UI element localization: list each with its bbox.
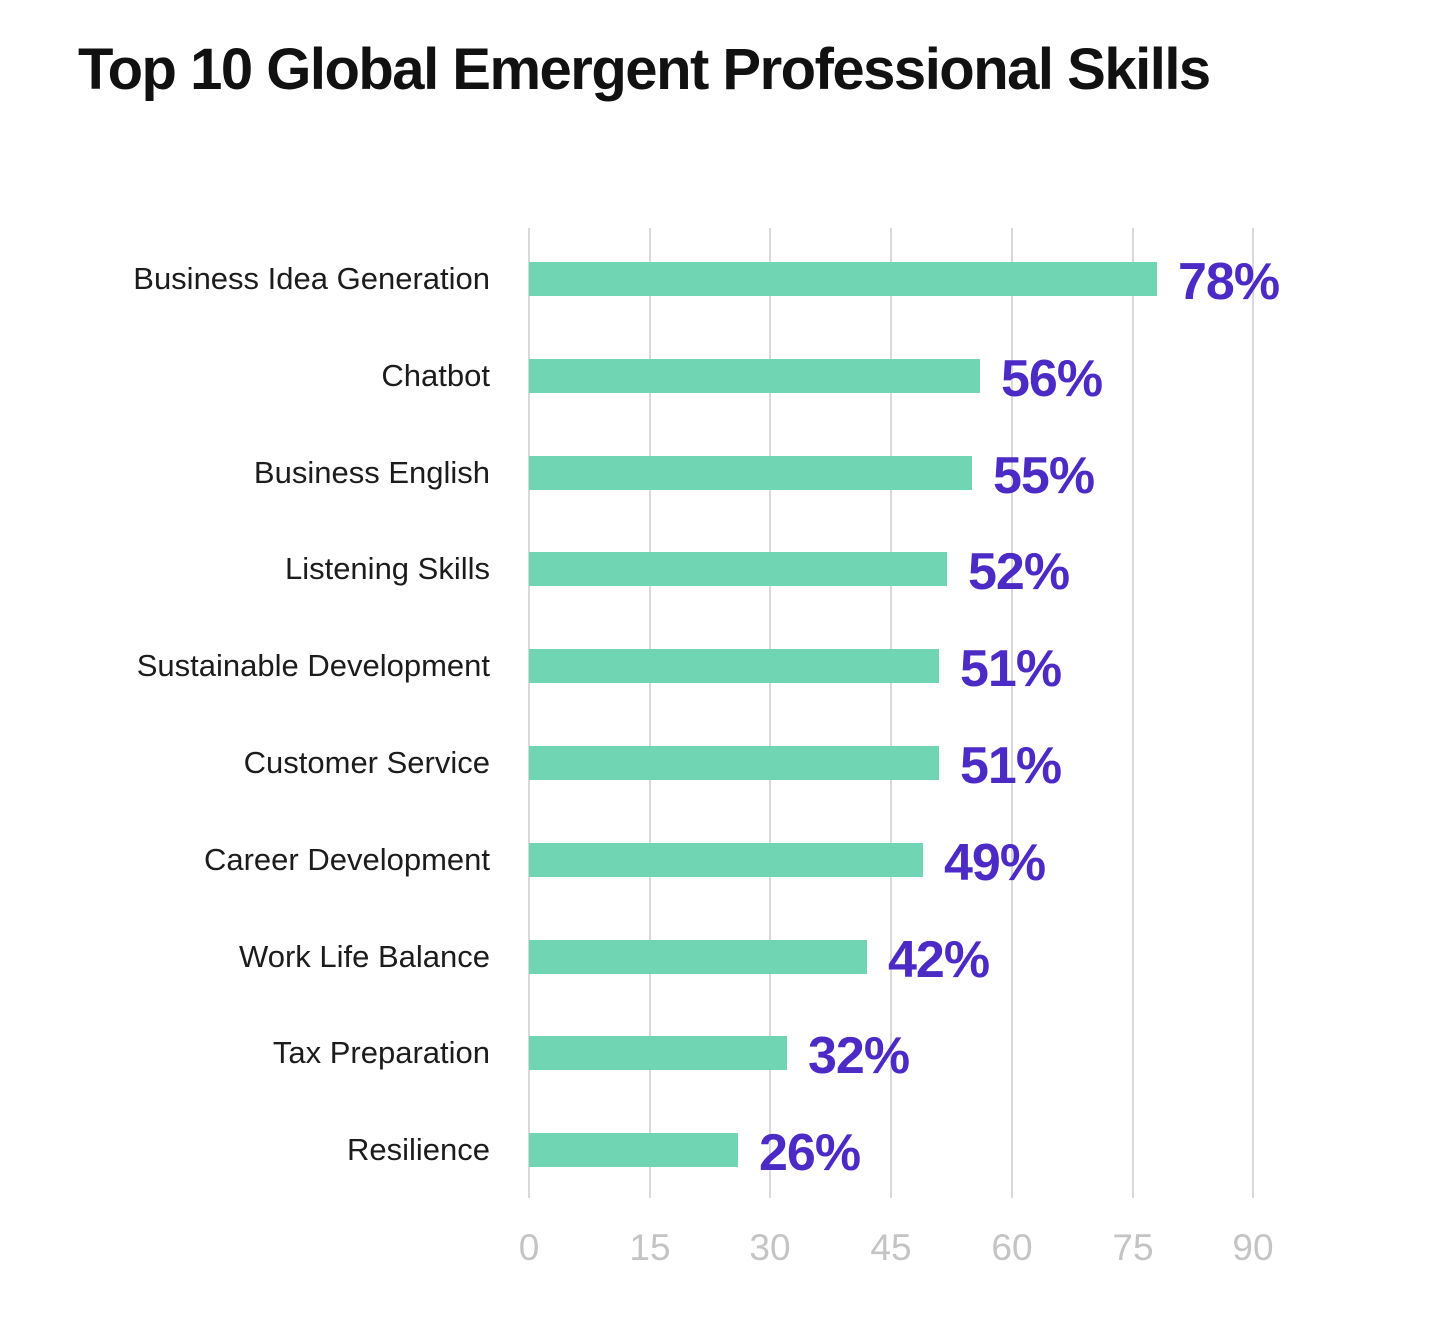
bar-row: Chatbot 56% bbox=[0, 350, 1439, 408]
bar-row: Resilience 26% bbox=[0, 1124, 1439, 1182]
gridline bbox=[649, 228, 651, 1198]
bar-row: Work Life Balance 42% bbox=[0, 931, 1439, 989]
value-label: 78% bbox=[1178, 253, 1280, 311]
gridline bbox=[528, 228, 530, 1198]
value-label: 42% bbox=[888, 931, 990, 989]
category-label: Business Idea Generation bbox=[133, 261, 490, 296]
x-axis-tick-label: 15 bbox=[629, 1227, 671, 1268]
bar-row: Career Development 49% bbox=[0, 834, 1439, 892]
x-axis-tick-label: 45 bbox=[870, 1227, 912, 1268]
bar bbox=[529, 456, 972, 490]
value-label: 56% bbox=[1001, 350, 1103, 408]
chart-title: Top 10 Global Emergent Professional Skil… bbox=[78, 37, 1211, 102]
category-label: Work Life Balance bbox=[239, 939, 490, 974]
value-label: 49% bbox=[944, 834, 1046, 892]
bar bbox=[529, 1036, 787, 1070]
bar bbox=[529, 1133, 738, 1167]
bar bbox=[529, 262, 1157, 296]
x-axis-tick-label: 60 bbox=[991, 1227, 1033, 1268]
category-label: Tax Preparation bbox=[272, 1035, 490, 1070]
bar-row: Customer Service 51% bbox=[0, 737, 1439, 795]
category-label: Career Development bbox=[203, 842, 490, 877]
category-label: Customer Service bbox=[243, 745, 490, 780]
bar-row: Tax Preparation 32% bbox=[0, 1027, 1439, 1085]
category-label: Listening Skills bbox=[284, 551, 490, 586]
x-axis-tick-label: 90 bbox=[1232, 1227, 1274, 1268]
gridline bbox=[1011, 228, 1013, 1198]
value-label: 52% bbox=[968, 543, 1070, 601]
bar bbox=[529, 843, 923, 877]
bar-row: Sustainable Development 51% bbox=[0, 640, 1439, 698]
bar bbox=[529, 359, 980, 393]
x-axis-tick-label: 75 bbox=[1112, 1227, 1154, 1268]
bar bbox=[529, 552, 947, 586]
bar-row: Business Idea Generation 78% bbox=[0, 253, 1439, 311]
category-label: Sustainable Development bbox=[136, 648, 490, 683]
value-label: 26% bbox=[759, 1124, 861, 1182]
bar bbox=[529, 940, 867, 974]
category-label: Chatbot bbox=[381, 358, 490, 393]
value-label: 51% bbox=[960, 737, 1062, 795]
bar-row: Business English 55% bbox=[0, 447, 1439, 505]
gridline bbox=[890, 228, 892, 1198]
gridline bbox=[1252, 228, 1254, 1198]
bar bbox=[529, 746, 939, 780]
bar bbox=[529, 649, 939, 683]
value-label: 51% bbox=[960, 640, 1062, 698]
value-label: 55% bbox=[993, 447, 1095, 505]
category-label: Business English bbox=[253, 455, 490, 490]
bar-row: Listening Skills 52% bbox=[0, 543, 1439, 601]
gridline bbox=[769, 228, 771, 1198]
value-label: 32% bbox=[808, 1027, 910, 1085]
gridline bbox=[1132, 228, 1134, 1198]
x-axis-tick-label: 0 bbox=[518, 1227, 540, 1268]
category-label: Resilience bbox=[346, 1132, 490, 1167]
x-axis-tick-label: 30 bbox=[749, 1227, 791, 1268]
